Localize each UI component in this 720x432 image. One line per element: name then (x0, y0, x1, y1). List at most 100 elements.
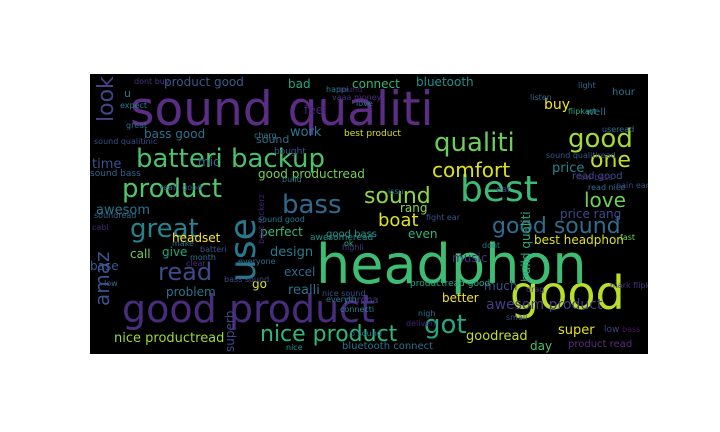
cloud-word: go (252, 277, 267, 291)
cloud-word: mark flipkart (610, 281, 648, 290)
cloud-word: buy (544, 97, 571, 113)
cloud-word: love (356, 99, 373, 108)
cloud-word: excel (284, 265, 316, 279)
cloud-word: build (282, 175, 302, 184)
cloud-word: awesom (96, 203, 150, 218)
cloud-word: bass (282, 190, 342, 220)
cloud-word: hour (612, 87, 635, 98)
cloud-word: bad (288, 77, 311, 91)
cloud-word: light (578, 81, 596, 90)
cloud-word: base (90, 259, 119, 273)
cloud-word: sound qualiti (130, 82, 434, 137)
cloud-word: super (558, 323, 595, 338)
cloud-word: deliveri (406, 319, 436, 328)
cloud-word: good (510, 266, 625, 320)
cloud-word: p sound (350, 329, 382, 338)
cloud-word: fight ear (426, 213, 460, 222)
cloud-word: headphon (316, 233, 587, 296)
cloud-word: read nice (588, 183, 626, 192)
cloud-word: low bass (578, 173, 613, 182)
cloud-word: product (122, 174, 223, 204)
cloud-word: realli good (160, 183, 203, 192)
cloud-word: awesomeread (310, 233, 374, 243)
cloud-word: purcha (344, 295, 379, 306)
cloud-word: happi (326, 85, 349, 94)
cloud-word: nigh (418, 309, 436, 318)
cloud-word: bluetooth connect (342, 341, 434, 352)
cloud-word: read good (572, 171, 623, 182)
cloud-word: make (172, 239, 194, 248)
cloud-word: give (162, 245, 188, 259)
cloud-word: day (530, 339, 553, 353)
cloud-word: month (190, 253, 216, 262)
cloud-word: boat (378, 210, 419, 231)
cloud-word: music (452, 251, 488, 265)
cloud-word: look (94, 76, 119, 122)
cloud-word: got (424, 310, 467, 340)
cloud-word: call (130, 247, 151, 261)
cloud-word: price rang (560, 207, 622, 221)
cloud-word: bass sound (224, 275, 270, 284)
cloud-word: much (484, 279, 518, 293)
cloud-word: drag (526, 285, 545, 294)
cloud-word: highli (342, 243, 364, 252)
cloud-word: price (552, 161, 585, 176)
cloud-word: useread (602, 125, 635, 134)
cloud-word: listen (530, 93, 552, 102)
cloud-word: nice (286, 343, 303, 352)
cloud-word: everyth (326, 295, 357, 304)
cloud-word: pain ear (616, 181, 648, 190)
cloud-word: better (442, 291, 479, 305)
cloud-word: batteri backup (136, 144, 325, 174)
cloud-word: low (104, 279, 118, 288)
cloud-word: dont (482, 241, 501, 250)
cloud-word: work (290, 125, 322, 140)
cloud-word: even (408, 227, 438, 241)
cloud-word: nice product (260, 322, 398, 347)
cloud-word: one (590, 148, 631, 173)
cloud-word: small (506, 313, 528, 322)
cloud-word: mic (198, 155, 220, 169)
cloud-word: soundread (94, 211, 137, 220)
cloud-word: low (604, 325, 620, 335)
cloud-word: issu (388, 187, 404, 196)
cloud-word: everyone (238, 257, 276, 266)
cloud-word: sound bass (90, 169, 141, 179)
cloud-word: best headphon (534, 233, 624, 247)
cloud-word: good bass (326, 229, 378, 240)
cloud-word: batteri (200, 245, 227, 254)
cloud-word: nice productread (114, 331, 225, 346)
cloud-word: problem (166, 285, 216, 299)
cloud-word: bass good (144, 127, 206, 141)
cloud-word: good (568, 124, 633, 154)
cloud-word: good sound (492, 214, 621, 239)
cloud-word: productread good (410, 279, 491, 289)
cloud-word: build qualiti (519, 211, 533, 282)
cloud-word: bought (274, 147, 306, 157)
cloud-word: charg (254, 131, 277, 140)
cloud-word: comfort (432, 158, 511, 182)
cloud-word: awesom product (486, 297, 603, 313)
cloud-word: product read (568, 339, 633, 350)
cloud-word: design (270, 245, 314, 260)
cloud-word: best product (344, 129, 401, 139)
cloud-word: sound (256, 133, 290, 146)
cloud-word: great (126, 121, 148, 130)
cloud-word: rang (400, 201, 428, 215)
cloud-word: connect (352, 77, 400, 91)
cloud-word: nice sound (322, 289, 366, 298)
cloud-word: bass (622, 325, 641, 334)
cloud-word: vaaa money (332, 93, 382, 102)
cloud-word: bluetooth (416, 75, 474, 89)
cloud-word: dont buy (134, 77, 170, 86)
cloud-word: sound (364, 184, 431, 209)
cloud-word: good productread (258, 167, 365, 181)
cloud-word: headset (172, 231, 221, 245)
cloud-word: ear (496, 185, 511, 195)
cloud-word: fast (620, 233, 636, 242)
cloud-word: well (586, 107, 606, 118)
cloud-word: good product (122, 287, 375, 331)
cloud-word: sound good (258, 215, 305, 224)
cloud-word: realli (288, 283, 320, 298)
cloud-word: superb (223, 310, 237, 352)
